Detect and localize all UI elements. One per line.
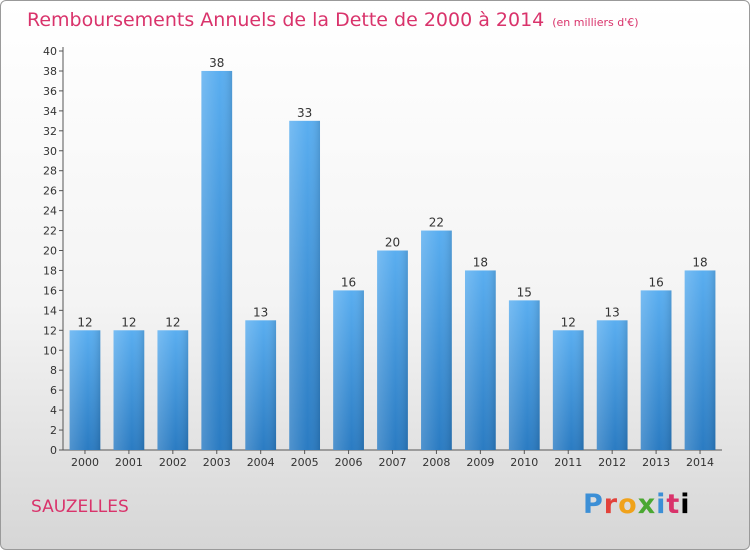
- bar-shade: [245, 320, 277, 450]
- bar-shade: [596, 320, 628, 450]
- data-label: 12: [165, 315, 180, 329]
- y-tick-label: 4: [50, 404, 57, 417]
- bar-shade: [113, 330, 145, 450]
- bar-shade: [684, 270, 716, 450]
- proxiti-logo: Proxiti: [583, 489, 691, 520]
- data-label: 33: [297, 106, 312, 120]
- bar-shade: [377, 250, 408, 450]
- bar-shade: [69, 330, 101, 450]
- y-tick-label: 32: [43, 125, 57, 138]
- y-tick-label: 8: [50, 364, 57, 377]
- y-tick-label: 22: [43, 225, 57, 238]
- x-tick-label: 2006: [335, 456, 363, 469]
- data-label: 12: [121, 315, 136, 329]
- data-label: 18: [692, 255, 707, 269]
- y-tick-label: 30: [43, 145, 57, 158]
- bar-shade: [640, 290, 672, 450]
- x-tick-label: 2009: [466, 456, 494, 469]
- y-tick-label: 38: [43, 65, 57, 78]
- y-tick-label: 10: [43, 344, 57, 357]
- logo-letter: x: [637, 489, 657, 520]
- data-label: 22: [429, 216, 444, 230]
- x-tick-label: 2012: [598, 456, 626, 469]
- x-tick-label: 2008: [422, 456, 450, 469]
- logo-letter: o: [618, 489, 638, 520]
- x-tick-label: 2005: [291, 456, 319, 469]
- x-tick-label: 2000: [71, 456, 99, 469]
- bars: [69, 70, 716, 450]
- y-tick-label: 0: [50, 444, 57, 457]
- y-tick-label: 28: [43, 165, 57, 178]
- bar-shade: [508, 300, 540, 450]
- commune-name: SAUZELLES: [31, 497, 129, 517]
- bar-shade: [333, 290, 364, 450]
- data-label: 13: [253, 305, 268, 319]
- title-unit: (en milliers d'€): [552, 16, 639, 29]
- y-tick-label: 36: [43, 85, 57, 98]
- data-label: 12: [77, 315, 92, 329]
- title-text: Remboursements Annuels de la Dette de 20…: [27, 9, 545, 31]
- data-labels: 12 12 12 38 13 33 16 20 22 18 15 12 13 16 18: [77, 56, 707, 329]
- bar-shade: [157, 330, 189, 450]
- x-tick-label: 2003: [203, 456, 231, 469]
- data-label: 12: [561, 315, 576, 329]
- logo-letter: t: [666, 489, 681, 520]
- bar-shade: [464, 270, 496, 450]
- y-tick-label: 26: [43, 185, 57, 198]
- y-tick-label: 18: [43, 264, 57, 277]
- logo-letter: i: [680, 489, 691, 520]
- data-label: 38: [209, 56, 224, 70]
- data-label: 20: [385, 236, 400, 250]
- bar-shade: [552, 330, 584, 450]
- x-tick-label: 2010: [510, 456, 538, 469]
- x-tick-label: 2002: [159, 456, 187, 469]
- x-tick-label: 2011: [554, 456, 582, 469]
- y-tick-label: 34: [43, 105, 57, 118]
- chart-title: Remboursements Annuels de la Dette de 20…: [27, 9, 639, 31]
- bar-shade: [289, 120, 321, 450]
- data-label: 13: [605, 305, 620, 319]
- logo-letter: P: [583, 489, 604, 520]
- y-tick-label: 2: [50, 424, 57, 437]
- x-tick-label: 2014: [686, 456, 714, 469]
- x-tick-label: 2001: [115, 456, 143, 469]
- bar-shade: [421, 230, 452, 450]
- logo-letter: r: [603, 489, 619, 520]
- data-label: 16: [648, 275, 663, 289]
- y-tick-label: 20: [43, 245, 57, 258]
- y-tick-label: 12: [43, 324, 57, 337]
- bar-shade: [201, 70, 233, 450]
- y-tick-label: 14: [43, 304, 57, 317]
- data-label: 16: [341, 275, 356, 289]
- x-tick-label: 2007: [379, 456, 407, 469]
- data-label: 18: [473, 255, 488, 269]
- y-tick-label: 24: [43, 205, 57, 218]
- data-label: 15: [517, 285, 532, 299]
- y-tick-label: 16: [43, 284, 57, 297]
- logo-letter: i: [656, 489, 667, 520]
- x-tick-label: 2013: [642, 456, 670, 469]
- y-tick-label: 6: [50, 384, 57, 397]
- x-tick-label: 2004: [247, 456, 275, 469]
- y-tick-label: 40: [43, 45, 57, 58]
